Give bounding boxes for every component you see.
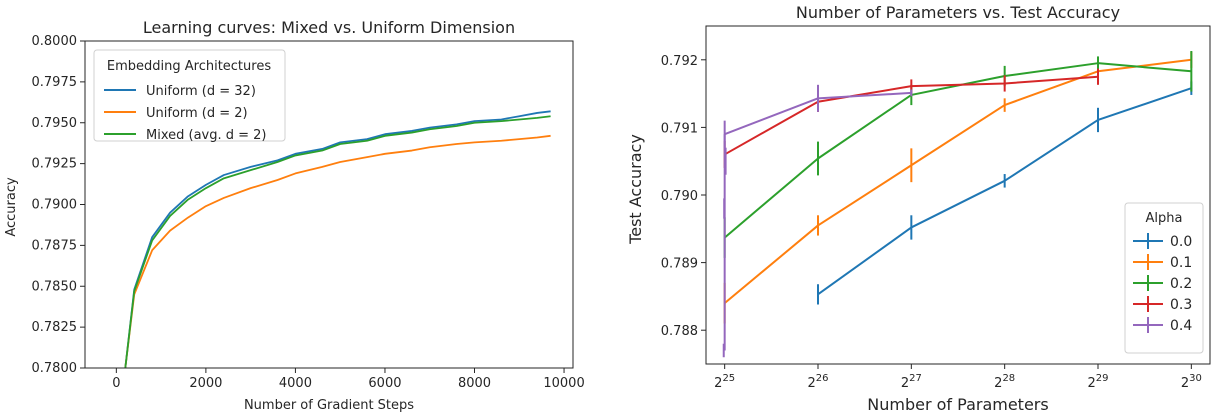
right-x-tick-label: 228 [994,373,1015,391]
legend-label-mixed: Mixed (avg. d = 2) [146,128,267,143]
right-chart-legend: Alpha 0.0 0.1 0.2 0.3 0.4 [1124,202,1204,354]
left-series-line-1 [124,134,551,369]
legend-label-uniform-32: Uniform (d = 32) [146,84,256,99]
left-y-tick-label: 0.7975 [32,75,78,90]
left-y-tick-label: 0.7900 [32,198,78,213]
right-legend-label: 0.1 [1170,255,1192,271]
left-x-tick-label: 8000 [458,376,491,391]
left-y-tick-label: 0.7800 [32,361,78,376]
right-legend-label: 0.3 [1170,297,1192,313]
left-y-tick-label: 0.8000 [32,34,78,49]
right-legend-title: Alpha [1146,211,1183,226]
left-chart-plot-frame [84,40,574,369]
params-vs-accuracy-chart: Number of Parameters vs. Test Accuracy N… [626,3,1211,414]
left-y-tick-label: 0.7950 [32,116,78,131]
right-y-tick-label: 0.789 [661,257,698,272]
learning-curves-chart: Learning curves: Mixed vs. Uniform Dimen… [4,18,585,413]
left-chart-x-axis-label: Number of Gradient Steps [244,398,414,413]
right-y-tick-label: 0.791 [661,121,698,136]
legend-label-uniform-2: Uniform (d = 2) [146,106,248,121]
right-series-line-1 [724,58,1192,304]
right-legend-label: 0.2 [1170,276,1192,292]
left-y-tick-label: 0.7825 [32,320,78,335]
right-x-tick-label: 229 [1087,373,1108,391]
right-legend-label: 0.0 [1170,234,1192,250]
right-x-tick-label: 230 [1181,373,1202,391]
right-x-tick-label: 227 [901,373,922,391]
right-chart-plot-frame [705,25,1211,365]
left-x-tick-label: 6000 [368,376,401,391]
left-x-tick-label: 2000 [189,376,222,391]
right-legend-label: 0.4 [1170,318,1192,334]
right-series-line-2 [724,62,1192,239]
left-x-tick-label: 0 [112,376,120,391]
left-x-tick-label: 4000 [279,376,312,391]
left-chart-legend: Embedding Architectures Uniform (d = 32)… [93,49,286,143]
left-y-tick-label: 0.7850 [32,279,78,294]
right-y-tick-label: 0.788 [661,324,698,339]
left-y-tick-label: 0.7925 [32,157,78,172]
right-chart-x-axis-label: Number of Parameters [867,395,1048,414]
left-y-tick-label: 0.7875 [32,238,78,253]
right-x-tick-label: 226 [807,373,828,391]
right-x-tick-label: 225 [714,373,735,391]
left-series-line-0 [124,110,551,369]
right-y-tick-label: 0.792 [661,54,698,69]
left-chart-title: Learning curves: Mixed vs. Uniform Dimen… [143,18,515,37]
right-y-tick-label: 0.790 [661,189,698,204]
left-chart-y-axis-label: Accuracy [4,177,19,237]
right-chart-y-axis-label: Test Accuracy [626,134,645,245]
left-legend-title: Embedding Architectures [107,59,271,74]
left-series-line-2 [124,115,551,369]
left-x-tick-label: 10000 [543,376,584,391]
right-chart-title: Number of Parameters vs. Test Accuracy [796,3,1120,22]
